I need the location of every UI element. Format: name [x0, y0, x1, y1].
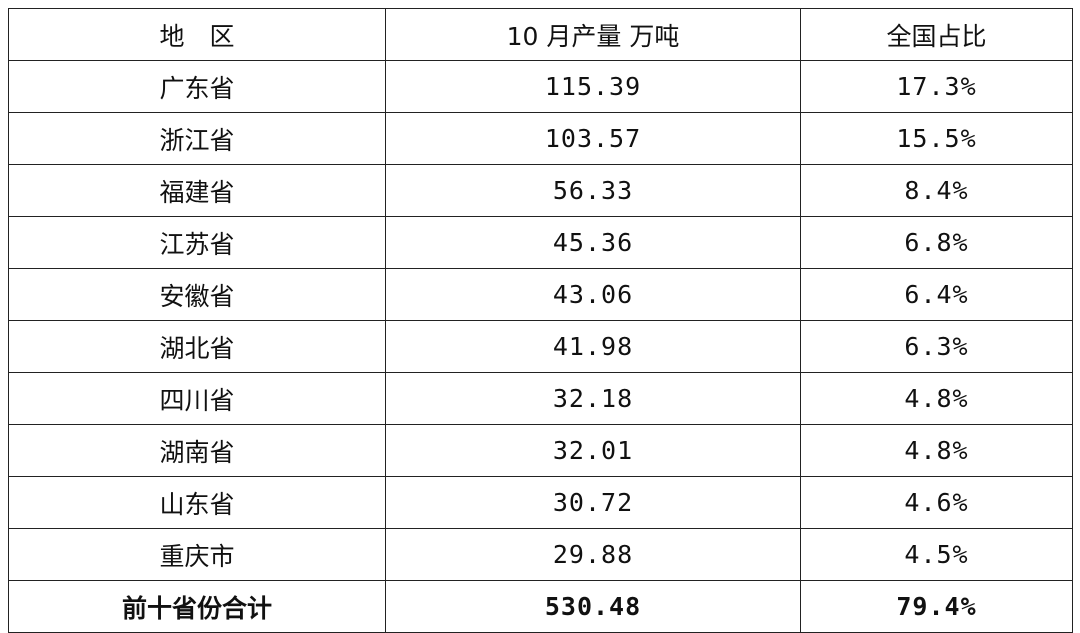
share-cell: 6.8%	[800, 216, 1073, 269]
region-cell: 山东省	[8, 476, 386, 529]
output-cell: 45.36	[385, 216, 801, 269]
total-share-cell: 79.4%	[800, 580, 1073, 633]
header-share: 全国占比	[800, 8, 1073, 61]
table-row: 江苏省 45.36 6.8%	[8, 216, 1073, 269]
region-cell: 湖北省	[8, 320, 386, 373]
table-row: 湖北省 41.98 6.3%	[8, 320, 1073, 373]
table-row: 重庆市 29.88 4.5%	[8, 528, 1073, 581]
share-cell: 4.8%	[800, 424, 1073, 477]
region-cell: 湖南省	[8, 424, 386, 477]
share-cell: 15.5%	[800, 112, 1073, 165]
table-row: 湖南省 32.01 4.8%	[8, 424, 1073, 477]
table-row: 安徽省 43.06 6.4%	[8, 268, 1073, 321]
output-cell: 43.06	[385, 268, 801, 321]
region-cell: 福建省	[8, 164, 386, 217]
output-cell: 56.33	[385, 164, 801, 217]
output-cell: 32.01	[385, 424, 801, 477]
region-cell: 四川省	[8, 372, 386, 425]
header-region: 地 区	[8, 8, 386, 61]
region-cell: 重庆市	[8, 528, 386, 581]
output-cell: 29.88	[385, 528, 801, 581]
header-output: 10 月产量 万吨	[385, 8, 801, 61]
share-cell: 4.8%	[800, 372, 1073, 425]
total-output-cell: 530.48	[385, 580, 801, 633]
output-cell: 32.18	[385, 372, 801, 425]
share-cell: 4.5%	[800, 528, 1073, 581]
table-row: 广东省 115.39 17.3%	[8, 60, 1073, 113]
total-region-cell: 前十省份合计	[8, 580, 386, 633]
output-cell: 115.39	[385, 60, 801, 113]
output-cell: 30.72	[385, 476, 801, 529]
output-cell: 103.57	[385, 112, 801, 165]
share-cell: 17.3%	[800, 60, 1073, 113]
table-row: 山东省 30.72 4.6%	[8, 476, 1073, 529]
share-cell: 8.4%	[800, 164, 1073, 217]
region-cell: 安徽省	[8, 268, 386, 321]
production-table: 地 区 10 月产量 万吨 全国占比 广东省 115.39 17.3% 浙江省 103.…	[8, 8, 1073, 633]
region-cell: 江苏省	[8, 216, 386, 269]
region-cell: 浙江省	[8, 112, 386, 165]
total-row: 前十省份合计 530.48 79.4%	[8, 580, 1073, 633]
table-row: 福建省 56.33 8.4%	[8, 164, 1073, 217]
table-row: 四川省 32.18 4.8%	[8, 372, 1073, 425]
header-row: 地 区 10 月产量 万吨 全国占比	[8, 8, 1073, 61]
output-cell: 41.98	[385, 320, 801, 373]
region-cell: 广东省	[8, 60, 386, 113]
share-cell: 6.4%	[800, 268, 1073, 321]
share-cell: 6.3%	[800, 320, 1073, 373]
share-cell: 4.6%	[800, 476, 1073, 529]
table-row: 浙江省 103.57 15.5%	[8, 112, 1073, 165]
